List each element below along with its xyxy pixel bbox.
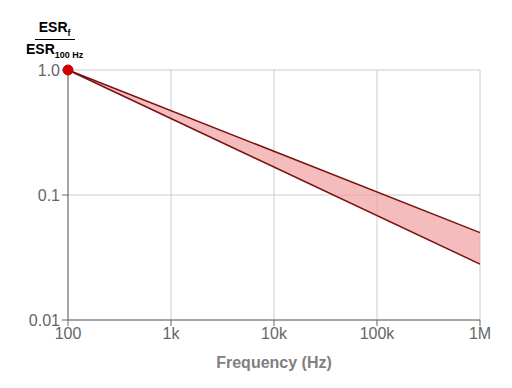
svg-text:1.0: 1.0 xyxy=(38,62,60,79)
svg-text:1M: 1M xyxy=(469,325,491,342)
html-text:ESRf: ESRf xyxy=(38,19,71,39)
svg-text:100: 100 xyxy=(54,325,82,343)
svg-text:1k: 1k xyxy=(163,325,181,342)
svg-text:100k: 100k xyxy=(360,325,396,342)
html-text:ESR100 Hz: ESR100 Hz xyxy=(26,41,84,60)
svg-text:Frequency (Hz): Frequency (Hz) xyxy=(216,354,332,371)
svg-text:0.01: 0.01 xyxy=(29,312,60,329)
svg-text:0.1: 0.1 xyxy=(38,187,60,204)
svg-text:10k: 10k xyxy=(261,325,288,342)
